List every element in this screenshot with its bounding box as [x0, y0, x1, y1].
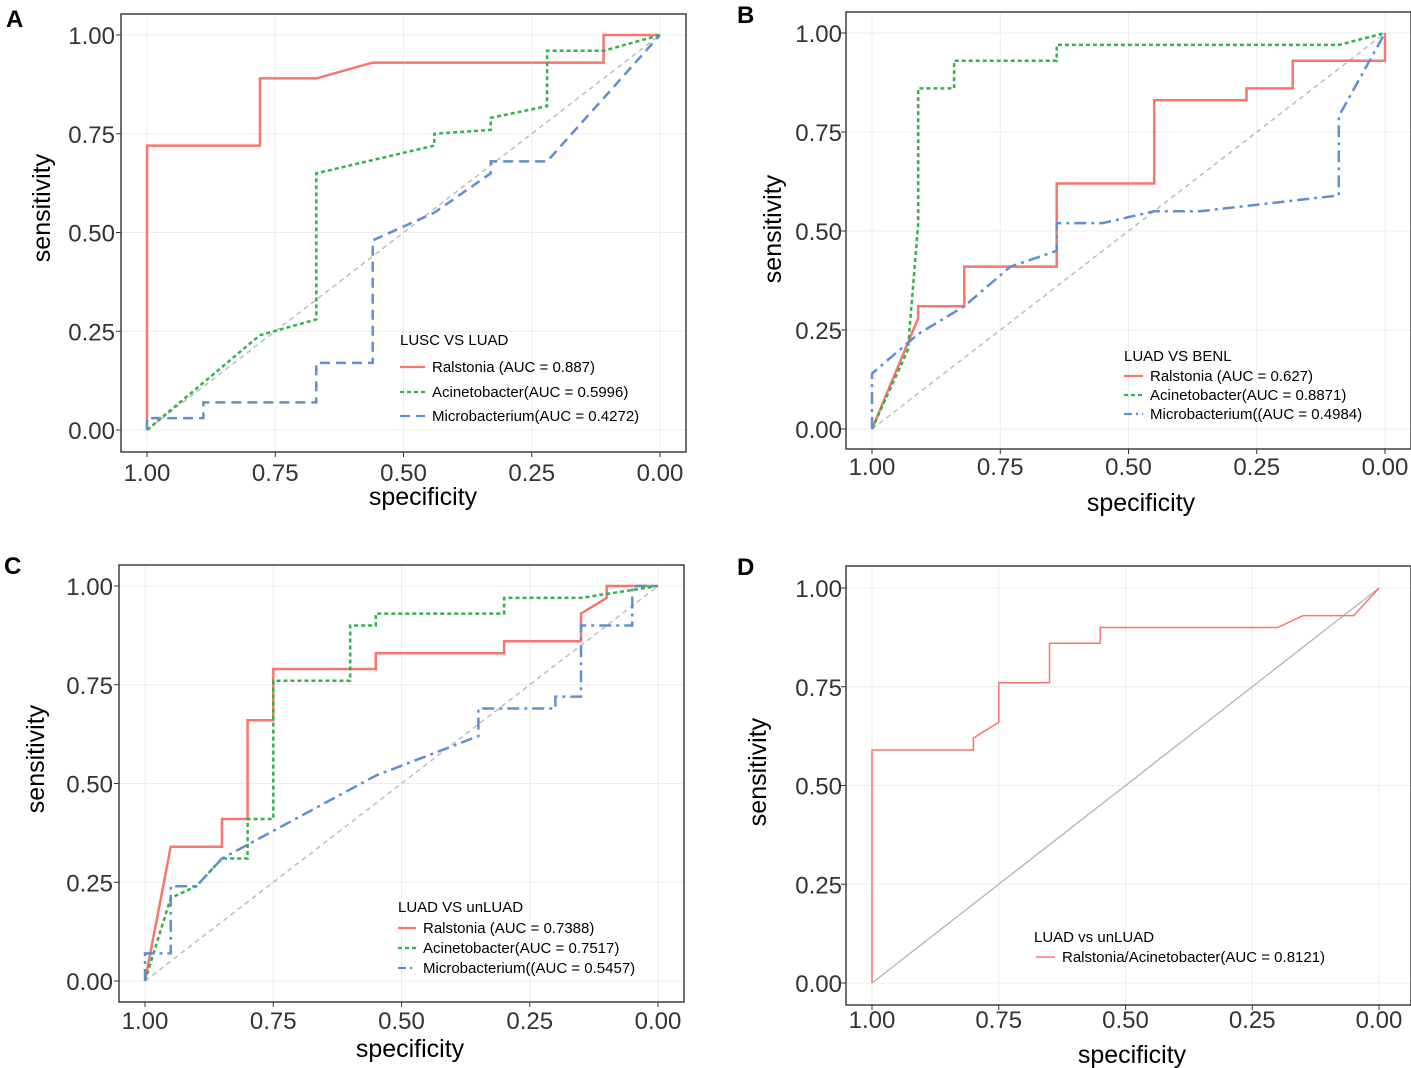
x-tick-label: 1.00 — [849, 1007, 896, 1034]
roc-curve-ralstonia — [870, 33, 1387, 430]
legend-title: LUSC VS LUAD — [400, 332, 509, 349]
y-tick-label: 0.00 — [66, 969, 113, 996]
y-tick-label: 0.50 — [68, 221, 115, 248]
x-tick-label: 0.00 — [635, 1008, 682, 1035]
x-tick-label: 0.25 — [508, 460, 555, 487]
roc-curve-microbacterium — [143, 584, 658, 981]
panel-c: 1.00 0.75 0.50 0.25 0.00 0.00 0.25 0.50 0.75 1.00… — [4, 553, 685, 1063]
diagonal-reference-line — [871, 32, 1386, 430]
y-tick-label: 0.00 — [795, 971, 842, 998]
y-tick-label: 1.00 — [68, 23, 115, 50]
y-axis-title: sensitivity — [759, 174, 787, 283]
y-tick-label: 0.75 — [795, 675, 842, 702]
legend-label: Acinetobacter(AUC = 0.8871) — [1150, 387, 1346, 404]
legend-label: Ralstonia (AUC = 0.7388) — [423, 920, 594, 937]
y-tick-label: 0.25 — [795, 318, 842, 345]
panel-letter: D — [737, 554, 754, 581]
y-tick-label: 0.50 — [795, 219, 842, 246]
legend-label: Microbacterium((AUC = 0.5457) — [423, 960, 635, 977]
diagonal-reference-line — [871, 587, 1380, 984]
y-axis-title: sensitivity — [744, 717, 772, 826]
legend: LUAD VS BENL Ralstonia (AUC = 0.627) Acine… — [1124, 348, 1362, 423]
y-tick-label: 1.00 — [795, 21, 842, 48]
y-tick-label: 0.25 — [795, 872, 842, 899]
x-tick-label: 0.50 — [1105, 454, 1152, 481]
y-tick-label: 0.75 — [795, 120, 842, 147]
panel-letter: C — [4, 553, 21, 580]
x-axis-title: specificity — [356, 1035, 465, 1063]
x-tick-label: 0.25 — [1229, 1007, 1276, 1034]
y-tick-label: 0.00 — [795, 417, 842, 444]
x-tick-label: 0.25 — [506, 1008, 553, 1035]
x-tick-label: 0.50 — [378, 1008, 425, 1035]
x-tick-label: 0.00 — [1356, 1007, 1403, 1034]
x-tick-label: 0.00 — [1362, 454, 1409, 481]
x-tick-label: 0.75 — [252, 460, 299, 487]
y-tick-label: 0.25 — [68, 319, 115, 346]
roc-curve-ralstonia — [143, 584, 658, 982]
x-tick-label: 0.50 — [1102, 1007, 1149, 1034]
roc-curve-microbacterium — [870, 32, 1387, 429]
y-tick-label: 1.00 — [795, 576, 842, 603]
legend-title: LUAD VS unLUAD — [398, 899, 523, 916]
y-tick-label: 0.50 — [66, 772, 113, 799]
legend-title: LUAD vs unLUAD — [1034, 929, 1154, 946]
y-tick-label: 0.00 — [68, 418, 115, 445]
roc-curve-ralstonia — [145, 33, 660, 430]
panel-a: 1.00 0.75 0.50 0.25 0.00 0.00 0.25 0.50 0.75 1.00… — [6, 6, 687, 511]
y-axis-title: sensitivity — [22, 704, 50, 813]
legend-label: Acinetobacter(AUC = 0.7517) — [423, 940, 619, 957]
x-tick-label: 0.75 — [250, 1008, 297, 1035]
roc-curve-ralstonia-ratio — [871, 587, 1380, 983]
legend-label: Ralstonia (AUC = 0.627) — [1150, 368, 1313, 385]
x-tick-label: 0.75 — [975, 1007, 1022, 1034]
x-tick-label: 0.75 — [977, 454, 1024, 481]
x-axis-title: specificity — [369, 483, 478, 511]
y-tick-label: 0.75 — [68, 122, 115, 149]
roc-curve-acinetobacter — [143, 584, 659, 982]
legend-label: Acinetobacter(AUC = 0.5996) — [432, 384, 628, 401]
legend-label: Microbacterium((AUC = 0.4984) — [1150, 406, 1362, 423]
legend-label: Ralstonia/Acinetobacter(AUC = 0.8121) — [1062, 949, 1325, 966]
roc-curve-microbacterium — [145, 34, 661, 430]
x-tick-label: 1.00 — [122, 1008, 169, 1035]
legend-label: Microbacterium(AUC = 0.4272) — [432, 408, 639, 425]
legend: LUAD vs unLUAD Ralstonia/Acinetobacter(AU… — [1034, 929, 1325, 966]
x-tick-label: 0.25 — [1233, 454, 1280, 481]
x-tick-label: 1.00 — [124, 460, 171, 487]
legend: LUAD VS unLUAD Ralstonia (AUC = 0.7388) Ac… — [398, 899, 635, 977]
panel-letter: A — [6, 6, 23, 33]
y-axis-title: sensitivity — [28, 153, 56, 262]
x-axis-title: specificity — [1087, 489, 1196, 517]
roc-curve-acinetobacter — [146, 33, 661, 431]
roc-curve-acinetobacter — [870, 31, 1386, 430]
y-tick-label: 1.00 — [66, 574, 113, 601]
legend-title: LUAD VS BENL — [1124, 348, 1232, 365]
y-tick-label: 0.75 — [66, 673, 113, 700]
legend-label: Ralstonia (AUC = 0.887) — [432, 359, 595, 376]
panel-b: 1.00 0.75 0.50 0.25 0.00 0.00 0.25 0.50 0.75 1.00… — [737, 2, 1411, 517]
panel-letter: B — [737, 2, 754, 29]
panel-d: 1.00 0.75 0.50 0.25 0.00 0.00 0.25 0.50 0.75 1.00… — [737, 554, 1411, 1068]
y-tick-label: 0.50 — [795, 774, 842, 801]
legend: LUSC VS LUAD Ralstonia (AUC = 0.887) Acine… — [400, 332, 639, 425]
y-tick-label: 0.25 — [66, 870, 113, 897]
x-tick-label: 0.00 — [637, 460, 684, 487]
x-tick-label: 0.50 — [380, 460, 427, 487]
x-tick-label: 1.00 — [849, 454, 896, 481]
x-axis-title: specificity — [1078, 1041, 1187, 1068]
